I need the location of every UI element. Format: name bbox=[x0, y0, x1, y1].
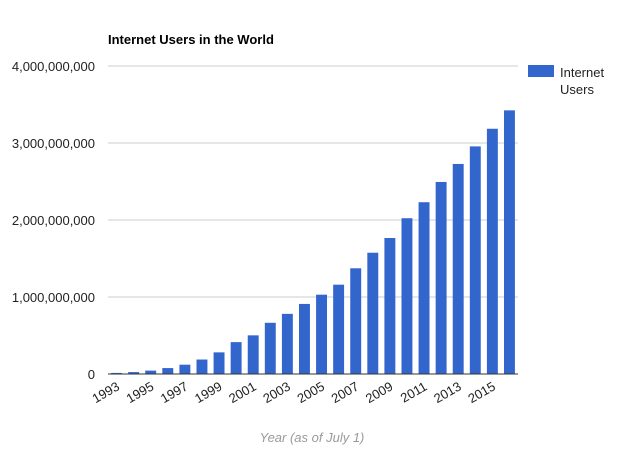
bar-2016[interactable] bbox=[503, 110, 515, 375]
legend-label-line-2: Users bbox=[560, 82, 594, 97]
y-tick-label: 0 bbox=[88, 367, 95, 382]
legend-label: Internet Users bbox=[560, 65, 608, 97]
bar-1995[interactable] bbox=[145, 370, 157, 374]
x-tick-label: 2009 bbox=[363, 379, 396, 406]
legend[interactable]: Internet Users bbox=[528, 65, 608, 97]
gridlines bbox=[108, 65, 518, 298]
bar-2013[interactable] bbox=[452, 163, 464, 374]
x-tick-label: 1993 bbox=[89, 379, 122, 406]
bar-2003[interactable] bbox=[281, 313, 293, 374]
x-tick-label: 2015 bbox=[465, 379, 498, 406]
bar-2000[interactable] bbox=[230, 342, 242, 374]
x-tick-label: 1999 bbox=[192, 379, 225, 406]
axes: 0 1,000,000,000 2,000,000,000 3,000,000,000… bbox=[12, 59, 518, 406]
x-tick-label: 2005 bbox=[294, 379, 327, 406]
x-tick-label: 2001 bbox=[226, 379, 259, 406]
bar-2008[interactable] bbox=[367, 252, 379, 374]
bar-1997[interactable] bbox=[179, 364, 191, 374]
bar-2014[interactable] bbox=[469, 146, 481, 374]
legend-swatch bbox=[528, 65, 554, 77]
bars bbox=[111, 110, 515, 375]
chart-title: Internet Users in the World bbox=[108, 32, 274, 47]
bar-2009[interactable] bbox=[384, 238, 396, 374]
x-tick-label: 1995 bbox=[124, 379, 157, 406]
x-tick-label: 2013 bbox=[431, 379, 464, 406]
x-tick-label: 2007 bbox=[329, 379, 362, 406]
bar-2010[interactable] bbox=[401, 218, 413, 374]
bar-2011[interactable] bbox=[418, 202, 430, 374]
bar-2001[interactable] bbox=[247, 335, 259, 374]
bar-2006[interactable] bbox=[333, 284, 345, 374]
y-tick-label: 2,000,000,000 bbox=[12, 213, 95, 228]
bar-1994[interactable] bbox=[128, 372, 140, 374]
bar-1996[interactable] bbox=[162, 368, 174, 374]
bar-2005[interactable] bbox=[316, 294, 328, 374]
y-tick-label: 1,000,000,000 bbox=[12, 290, 95, 305]
x-tick-label: 2003 bbox=[260, 379, 293, 406]
bar-2015[interactable] bbox=[486, 128, 498, 374]
x-tick-label: 1997 bbox=[158, 379, 191, 406]
legend-label-line-1: Internet bbox=[560, 65, 604, 80]
bar-2004[interactable] bbox=[298, 303, 310, 374]
bar-2002[interactable] bbox=[264, 322, 276, 374]
y-tick-label: 4,000,000,000 bbox=[12, 59, 95, 74]
bar-1998[interactable] bbox=[196, 359, 208, 374]
x-tick-label: 2011 bbox=[398, 379, 430, 406]
y-tick-label: 3,000,000,000 bbox=[12, 136, 95, 151]
bar-1993[interactable] bbox=[111, 372, 123, 374]
bar-1999[interactable] bbox=[213, 352, 225, 374]
bar-2012[interactable] bbox=[435, 181, 447, 374]
bar-2007[interactable] bbox=[350, 268, 362, 374]
x-axis-label: Year (as of July 1) bbox=[260, 430, 365, 445]
